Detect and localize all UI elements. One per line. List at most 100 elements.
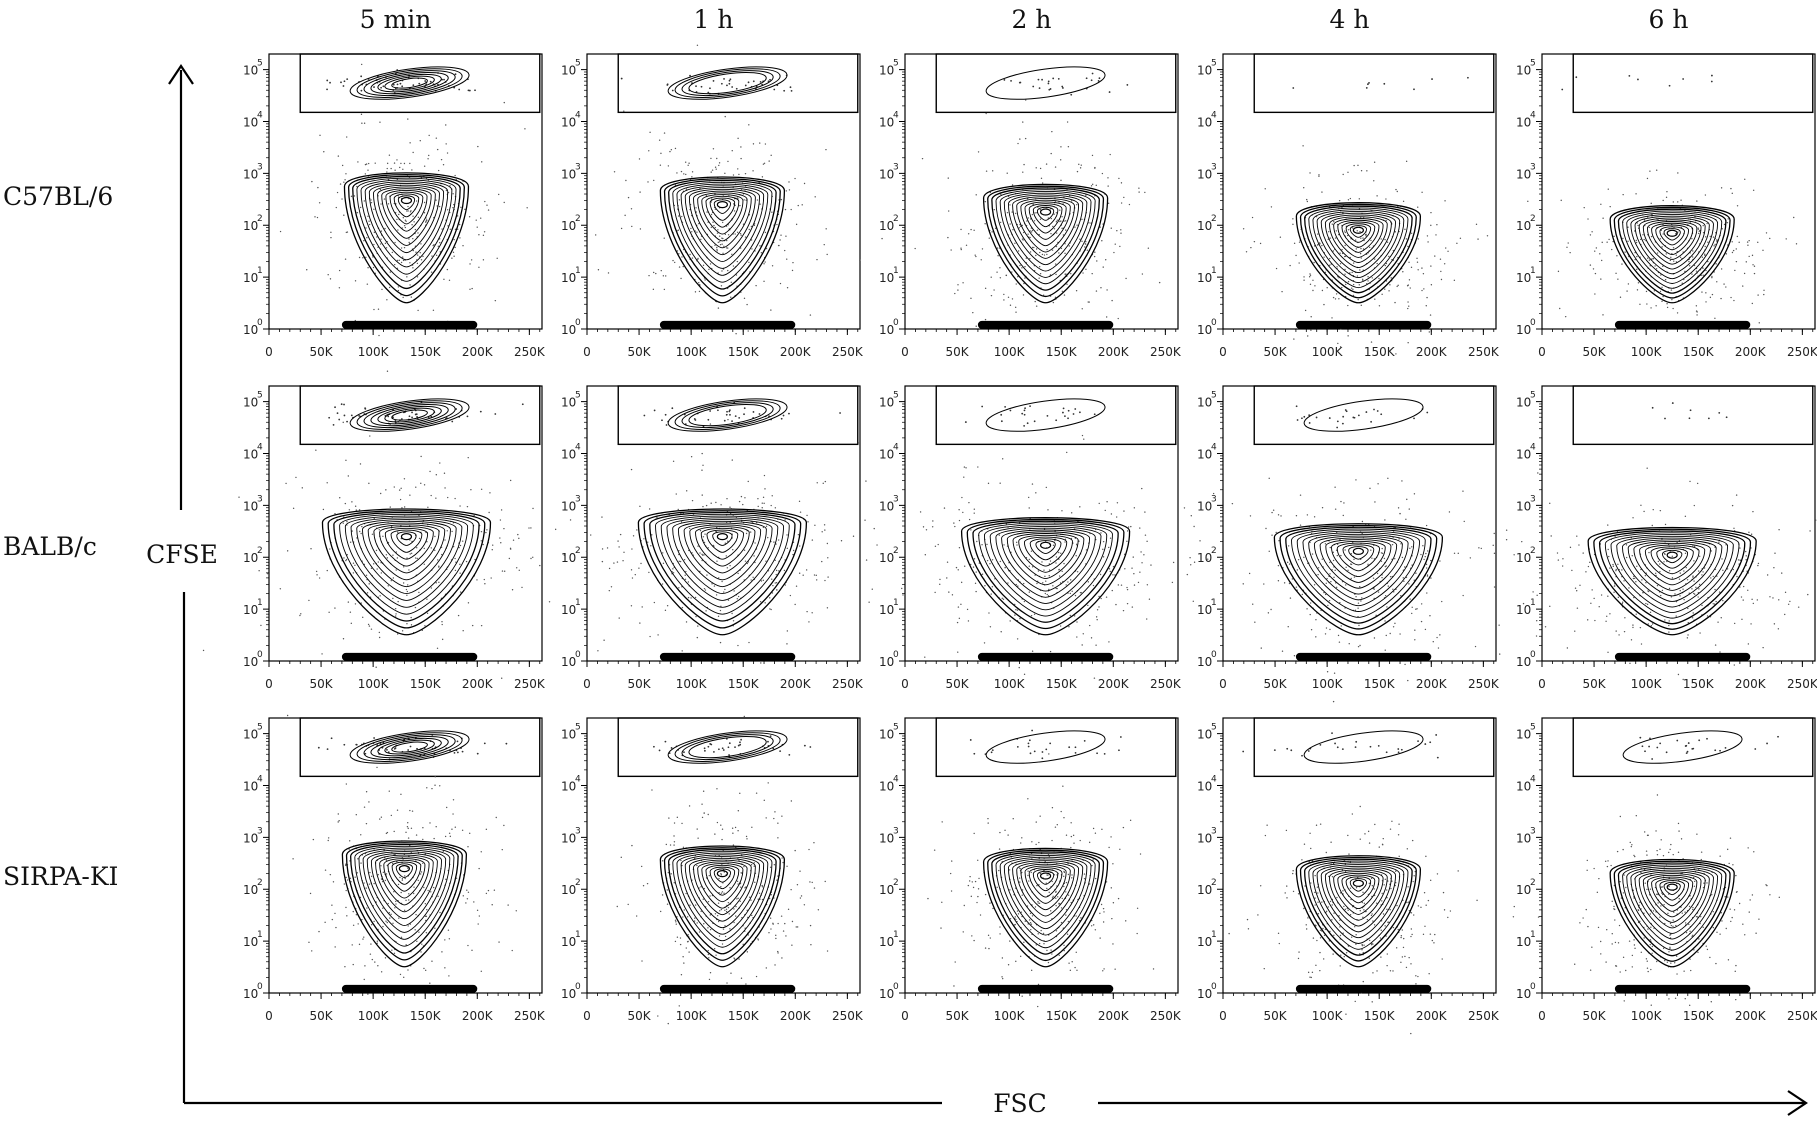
y-tick-label: 10	[243, 219, 258, 233]
event-dot	[957, 606, 960, 608]
event-dot	[1407, 341, 1409, 344]
event-dot	[732, 174, 735, 176]
event-dot	[1075, 289, 1078, 292]
gated-event	[1062, 411, 1064, 414]
density-contour	[352, 175, 461, 290]
event-dot	[1583, 206, 1585, 209]
event-dot	[727, 418, 729, 421]
event-dot	[1081, 218, 1083, 221]
event-dot	[1407, 307, 1409, 310]
y-tick-label: 10	[243, 447, 258, 461]
event-dot	[674, 147, 677, 150]
event-dot	[365, 791, 368, 793]
y-tick-label: 10	[1516, 551, 1531, 565]
x-tick-label: 100K	[358, 345, 390, 359]
event-dot	[1076, 170, 1079, 173]
event-dot	[1697, 227, 1699, 229]
gated-event	[735, 87, 738, 90]
x-tick-label: 100K	[1312, 677, 1344, 691]
gated-event	[418, 82, 421, 85]
event-dot	[1692, 545, 1694, 547]
event-dot	[476, 226, 478, 228]
event-dot	[357, 858, 359, 860]
y-tick-label: 10	[879, 167, 894, 181]
event-dot	[724, 233, 727, 236]
event-dot	[973, 558, 976, 560]
event-dot	[1655, 169, 1658, 171]
event-dot	[414, 228, 417, 231]
event-dot	[1350, 553, 1353, 555]
event-dot	[389, 917, 391, 919]
event-dot	[1366, 282, 1368, 285]
event-dot	[380, 230, 383, 232]
event-dot	[398, 489, 401, 491]
gated-event	[411, 411, 413, 414]
event-dot	[404, 226, 407, 229]
event-dot	[1045, 486, 1048, 489]
x-tick-label: 150K	[1683, 345, 1715, 359]
event-dot	[984, 585, 986, 587]
y-tick-label: 10	[243, 115, 258, 129]
gated-event	[358, 414, 361, 417]
event-dot	[412, 215, 414, 217]
gated-event	[330, 737, 333, 740]
event-dot	[1117, 317, 1119, 320]
event-dot	[1080, 164, 1082, 166]
event-dot	[1327, 604, 1329, 607]
y-tick-label: 10	[879, 551, 894, 565]
event-dot	[1347, 171, 1349, 173]
event-dot	[999, 560, 1002, 563]
event-dot	[1400, 595, 1402, 597]
event-dot	[1381, 547, 1383, 550]
event-dot	[1650, 624, 1653, 627]
event-dot	[937, 543, 939, 546]
event-dot	[1612, 563, 1614, 566]
event-dot	[363, 806, 366, 808]
event-dot	[1695, 305, 1698, 307]
event-dot	[386, 921, 388, 924]
event-dot	[1021, 267, 1023, 269]
event-dot	[445, 806, 448, 809]
event-dot	[452, 799, 455, 801]
event-dot	[317, 186, 319, 189]
event-dot	[1411, 546, 1413, 548]
event-dot	[501, 570, 504, 572]
x-tick-label: 50K	[1583, 345, 1607, 359]
event-dot	[701, 452, 703, 455]
event-dot	[1070, 200, 1073, 202]
event-dot	[934, 545, 937, 547]
event-dot	[375, 549, 378, 552]
gated-contour	[377, 73, 442, 93]
event-dot	[1344, 230, 1346, 232]
event-dot	[1401, 480, 1403, 482]
event-dot	[1408, 305, 1410, 307]
gated-event	[1041, 78, 1043, 81]
event-dot	[476, 579, 478, 581]
event-dot	[720, 285, 723, 287]
gated-event	[1707, 417, 1710, 420]
density-contour	[709, 197, 736, 221]
event-dot	[386, 299, 388, 301]
event-dot	[669, 150, 671, 153]
event-dot	[364, 173, 367, 175]
event-dot	[363, 200, 365, 202]
y-tick-exponent: 4	[575, 110, 581, 120]
event-dot	[1632, 624, 1634, 626]
density-contour	[390, 529, 423, 553]
event-dot	[1679, 590, 1681, 592]
event-dot	[492, 544, 494, 546]
event-dot	[871, 588, 873, 590]
event-dot	[1143, 554, 1145, 556]
event-dot	[1475, 223, 1478, 226]
event-dot	[1029, 236, 1031, 239]
event-dot	[714, 244, 716, 247]
event-dot	[1424, 628, 1427, 631]
event-dot	[1324, 593, 1327, 596]
y-tick-exponent: 2	[1211, 546, 1217, 556]
event-dot	[822, 482, 824, 485]
event-dot	[960, 603, 962, 606]
event-dot	[784, 584, 786, 586]
event-dot	[1498, 624, 1500, 626]
event-dot	[771, 211, 773, 213]
